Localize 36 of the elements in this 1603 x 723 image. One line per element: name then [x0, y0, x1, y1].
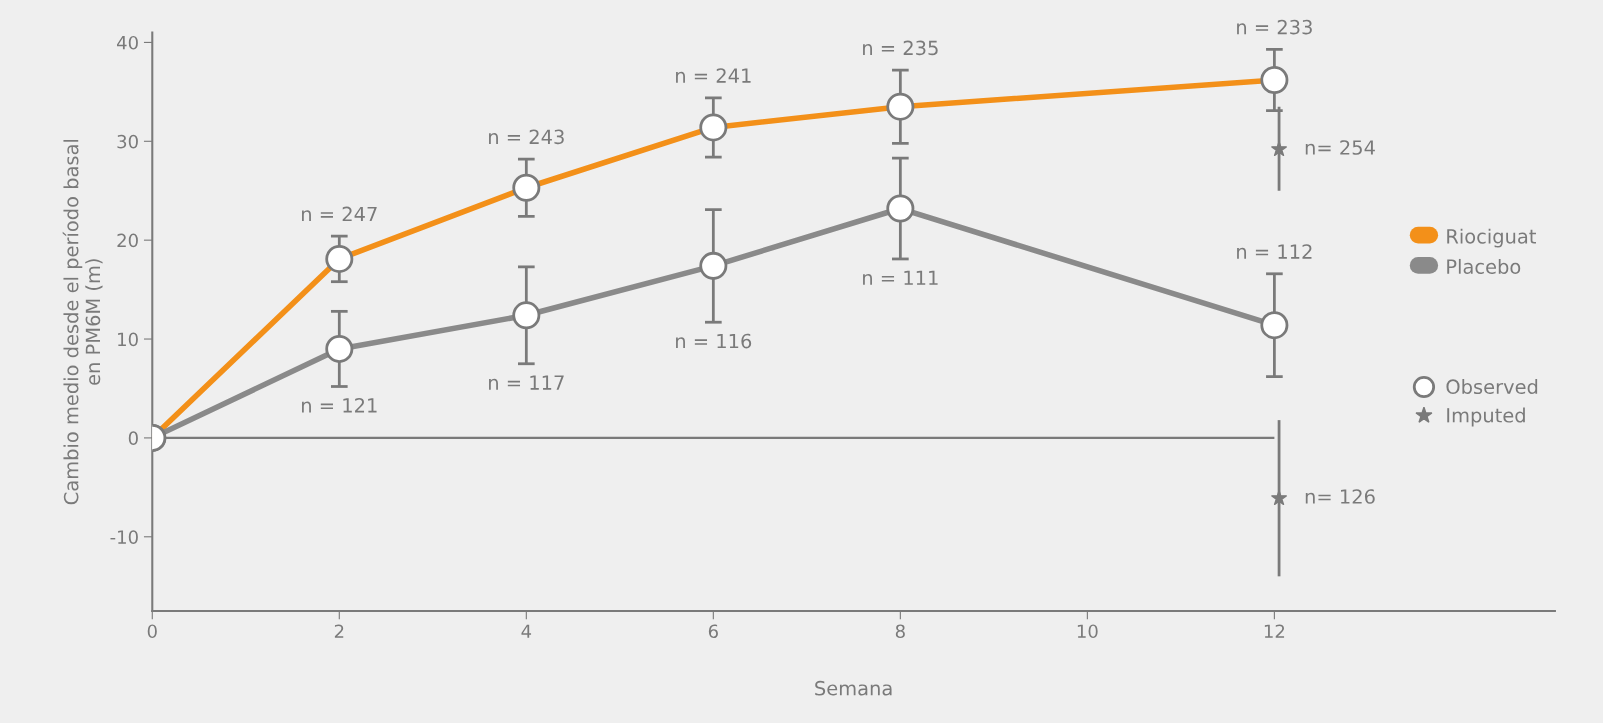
y-tick-label: 20 — [117, 233, 138, 248]
point — [699, 251, 728, 280]
x-tick-label: 10 — [1077, 624, 1098, 639]
y-tick-label: 0 — [128, 431, 138, 446]
annotation: n= 254 — [1305, 140, 1375, 155]
y-tick-label: -10 — [110, 530, 138, 544]
legend-label: Imputed — [1447, 407, 1525, 427]
x-tick-label: 6 — [708, 624, 718, 639]
annotation: n = 235 — [863, 40, 938, 56]
annotation: n = 241 — [676, 68, 751, 83]
y-tick-label: 40 — [117, 35, 138, 50]
annotation: n = 247 — [302, 206, 377, 222]
x-tick-label: 2 — [334, 624, 344, 638]
x-tick-label: 0 — [147, 624, 157, 639]
annotation: n = 111 — [863, 270, 938, 285]
annotation: n = 233 — [1237, 19, 1312, 35]
annotation: n = 243 — [489, 129, 564, 145]
y-tick-label: 30 — [117, 134, 138, 149]
point — [512, 301, 541, 330]
annotation: Observed — [1446, 379, 1538, 395]
y-tick-label: 10 — [118, 332, 138, 347]
point — [886, 194, 915, 223]
annotation: n = 121 — [302, 397, 377, 413]
x-tick-label: 8 — [895, 624, 905, 639]
y-axis-title: Cambio medio desde el período basal en PM6M (m) — [62, 139, 103, 505]
legend-label: Riociguat — [1447, 228, 1536, 248]
point — [325, 334, 354, 363]
x-tick-label: 4 — [521, 624, 532, 638]
annotation: n = 116 — [676, 333, 752, 349]
point — [1260, 311, 1289, 340]
annotation: n= 126 — [1305, 489, 1375, 504]
legend-label: Placebo — [1447, 258, 1521, 274]
x-tick-label: 12 — [1264, 624, 1285, 638]
annotation: n = 112 — [1237, 244, 1312, 259]
x-axis-title: Semana — [815, 680, 892, 696]
annotation: n = 117 — [489, 375, 564, 390]
